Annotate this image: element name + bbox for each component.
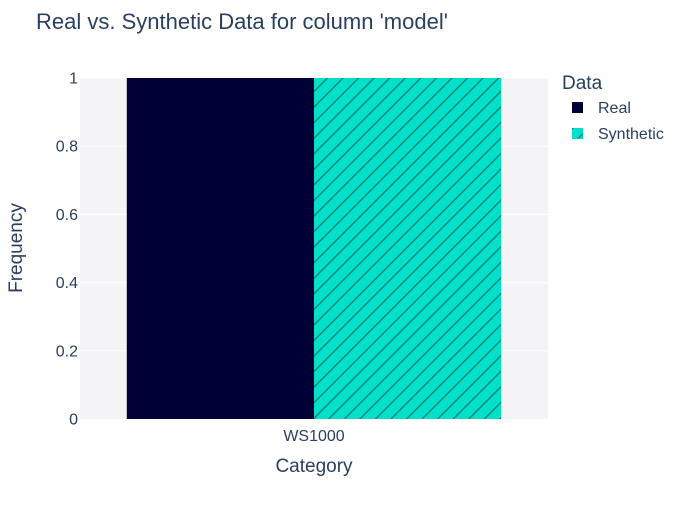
y-tick-label: 0.8 [56, 139, 78, 156]
legend-item-real[interactable]: Real [572, 100, 631, 117]
legend-label: Synthetic [598, 126, 664, 143]
bar-real-ws1000[interactable] [126, 78, 314, 419]
y-tick-label: 0.2 [56, 343, 78, 360]
y-axis-label: Frequency [6, 203, 27, 293]
y-tick-label: 0 [69, 412, 78, 429]
legend-swatch [572, 102, 583, 113]
legend: Data Real Synthetic [562, 73, 664, 143]
y-tick-label: 1 [69, 71, 78, 88]
x-axis-label: Category [275, 456, 353, 477]
x-tick-labels: WS1000 [283, 428, 344, 445]
chart-title: Real vs. Synthetic Data for column 'mode… [36, 9, 448, 34]
y-tick-labels: 0 0.2 0.4 0.6 0.8 1 [56, 71, 78, 429]
legend-label: Real [598, 100, 631, 117]
legend-title: Data [562, 73, 603, 94]
bar-synthetic-ws1000[interactable] [314, 78, 502, 419]
legend-item-synthetic[interactable]: Synthetic [572, 126, 664, 143]
legend-swatch [572, 128, 583, 139]
y-tick-label: 0.6 [56, 207, 78, 224]
y-tick-label: 0.4 [56, 275, 78, 292]
x-tick-label: WS1000 [283, 428, 344, 445]
legend-items: Real Synthetic [572, 100, 664, 143]
bars [126, 78, 502, 419]
